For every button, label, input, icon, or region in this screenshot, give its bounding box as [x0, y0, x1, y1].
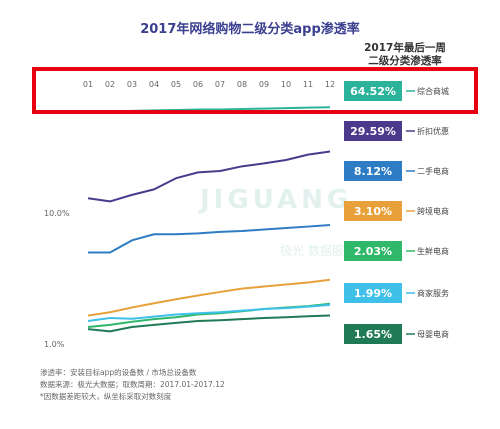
series-line-6: [87, 303, 331, 322]
watermark-brand: JIGUANG: [200, 185, 353, 215]
chart-title: 2017年网络购物二级分类app渗透率: [140, 22, 360, 37]
y-tick-label: 1.0%: [44, 340, 65, 349]
legend-series-name: 母婴电商: [417, 329, 449, 339]
highlight-box: [32, 67, 478, 114]
legend-header: 2017年最后一周 二级分类渗透率: [340, 42, 470, 68]
legend-value-box: [344, 241, 402, 261]
series-line-7: [87, 314, 331, 333]
x-tick-label: 03: [127, 80, 137, 89]
legend-value: 29.59%: [350, 125, 396, 138]
legend-value: 8.12%: [354, 165, 392, 178]
legend-value: 2.03%: [354, 245, 392, 258]
legend-series-name: 二手电商: [417, 166, 449, 176]
legend-series-name: 生鲜电商: [417, 246, 449, 256]
legend-series-name: 商家服务: [417, 288, 449, 298]
legend-value-box: [344, 201, 402, 221]
footnote-definition: 渗透率：安装目标app的设备数 / 市场总设备数: [40, 368, 197, 377]
legend-value: 1.99%: [354, 287, 392, 300]
x-tick-label: 05: [171, 80, 181, 89]
series-line-4: [87, 278, 331, 317]
watermark-sub: 极光 数据服务: [280, 244, 356, 258]
x-tick-label: 01: [83, 80, 93, 89]
x-tick-label: 10: [281, 80, 291, 89]
footnote-source: 数据来源：极光大数据；取数周期：2017.01-2017.12: [40, 380, 225, 389]
legend-value: 64.52%: [350, 85, 396, 98]
legend-value-box: [344, 121, 402, 141]
footnote-log-scale: *因数据差距较大，纵坐标采取对数刻度: [40, 392, 172, 401]
x-tick-label: 09: [259, 80, 269, 89]
legend-header-line2: 二级分类渗透率: [368, 55, 442, 67]
series-line-3: [88, 224, 331, 254]
legend-value-box: [344, 81, 402, 101]
legend-value: 1.65%: [354, 328, 392, 341]
x-tick-label: 08: [237, 80, 247, 89]
legend-value-box: [344, 283, 402, 303]
legend-value-box: [344, 324, 402, 344]
x-tick-label: 12: [325, 80, 335, 89]
x-tick-label: 04: [149, 80, 159, 89]
series-line-2: [87, 150, 331, 203]
legend-series-name: 折扣优惠: [417, 126, 449, 136]
legend-series-name: 综合商城: [417, 86, 449, 96]
legend-value-box: [344, 161, 402, 181]
y-tick-label: 10.0%: [44, 209, 70, 218]
x-tick-label: 07: [215, 80, 225, 89]
x-tick-label: 02: [105, 80, 115, 89]
x-tick-label: 06: [193, 80, 203, 89]
legend-value: 3.10%: [354, 205, 392, 218]
legend-header-line1: 2017年最后一周: [364, 42, 446, 54]
legend-series-name: 跨境电商: [417, 206, 449, 216]
x-tick-label: 11: [303, 80, 313, 89]
